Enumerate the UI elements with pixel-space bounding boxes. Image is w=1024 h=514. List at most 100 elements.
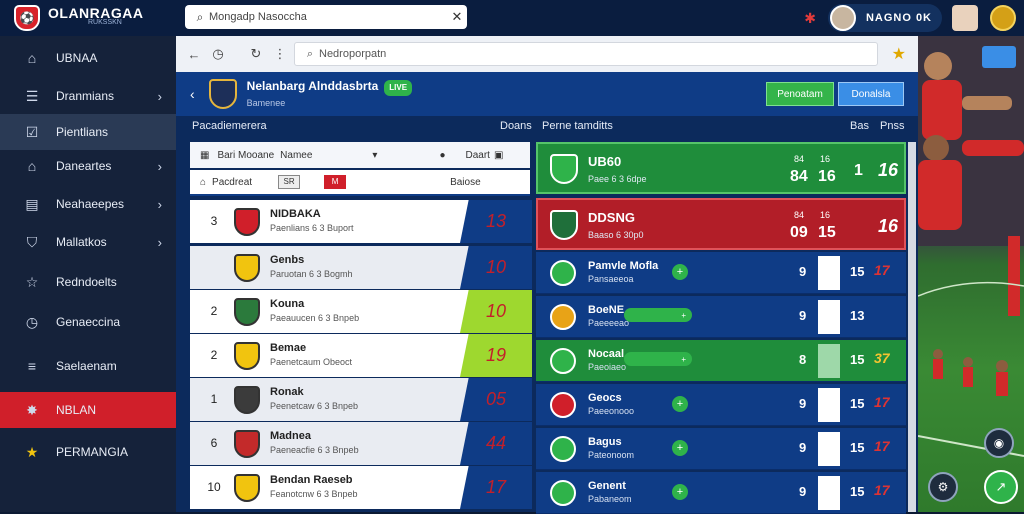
team-rank: 1	[210, 392, 218, 406]
filter-chip-red[interactable]: M	[324, 175, 347, 189]
table-row[interactable]: Genbs Paruotan 6 3 Bogmh 10	[190, 246, 532, 289]
card-team-info: Baaso 6 30p0	[588, 230, 644, 240]
list-item[interactable]: Genent Pabaneom +9 15 17	[536, 472, 906, 514]
sidebar-item-4[interactable]: ▤ Neahaeepes ›	[0, 186, 176, 222]
profile-avatar[interactable]	[952, 5, 978, 31]
sidebar-item-8[interactable]: ≡ Saelaenam	[0, 348, 176, 384]
scrollbar[interactable]	[908, 142, 916, 512]
address-input[interactable]: Nedroporpatn	[319, 48, 387, 60]
fixture-stat-1: 9	[799, 440, 807, 455]
user-name: NAGNO 0K	[865, 12, 932, 24]
table-row[interactable]: 3 NIDBAKA Paenlians 6 3 Buport 13	[190, 200, 532, 243]
sidebar-item-0[interactable]: ⌂ UBNAA	[0, 40, 176, 76]
fixture-info: Paeeeeao	[588, 318, 630, 328]
team-badge-icon	[234, 254, 260, 282]
share-icon[interactable]: ↗	[984, 470, 1018, 504]
search-icon: ⌕	[306, 47, 314, 60]
table-row[interactable]: 1 Ronak Peenetcaw 6 3 Bnpeb 05	[190, 378, 532, 421]
sidebar-item-2[interactable]: ☑ Pientlians	[0, 114, 176, 150]
team-badge-icon	[550, 210, 578, 240]
card-stat-3: 1	[854, 162, 863, 179]
sidebar-item-6[interactable]: ☆ Redndoelts	[0, 264, 176, 300]
table-row[interactable]: 10 Bendan Raeseb Feanotcnw 6 3 Bnpeb 17	[190, 466, 532, 509]
details-button[interactable]: Donalsla	[838, 82, 904, 106]
shield-icon: ⛉	[26, 233, 38, 250]
sidebar-item-label: Dranmians	[56, 89, 115, 103]
list-item[interactable]: BoeNE Paeeeeao +9 13	[536, 296, 906, 338]
fixture-stat-2: 15	[850, 440, 865, 455]
list-item[interactable]: Pamvle Mofla Pansaeeoa +9 15 17	[536, 252, 906, 294]
home-icon: ⌂	[200, 176, 207, 188]
filter2-label: Pacdreat	[212, 176, 253, 188]
team-name: Ronak	[270, 386, 304, 398]
fixtures-column-header-1: Bas	[850, 120, 869, 132]
dropdown-icon[interactable]: ▾	[372, 149, 378, 161]
follow-button[interactable]: Penoatam	[766, 82, 834, 106]
fixture-info: Paeeonooo	[588, 406, 635, 416]
add-icon[interactable]: +	[672, 264, 688, 280]
team-name: Bemae	[270, 342, 307, 354]
photo-action-button[interactable]	[982, 46, 1016, 68]
filter2-right[interactable]: Baiose	[450, 176, 481, 188]
back-chevron-icon[interactable]: ‹	[190, 86, 195, 102]
filter-right[interactable]: Daart	[465, 149, 490, 161]
featured-match-card[interactable]: DDSNG Baaso 6 30p0 84 16 09 15 16	[536, 198, 906, 250]
list-item[interactable]: Nocaal Paeoiaeo +8 15 37	[536, 340, 906, 382]
list-item[interactable]: Geocs Paeeonooo +9 15 17	[536, 384, 906, 426]
back-arrow-icon[interactable]: ←	[187, 46, 201, 62]
add-icon[interactable]: +	[672, 484, 688, 500]
sidebar-item-7[interactable]: ◷ Genaeccina	[0, 304, 176, 340]
sidebar-item-label: Genaeccina	[56, 315, 121, 329]
search-icon: ⌕	[196, 9, 204, 24]
search-bar[interactable]: ⌕ Mongadp Nasoccha ✕	[185, 5, 467, 29]
close-icon[interactable]: ✕	[451, 9, 463, 24]
list-item[interactable]: Bagus Pateonoom +9 15 17	[536, 428, 906, 470]
add-icon[interactable]: +	[672, 440, 688, 456]
card-stat-2: 16	[818, 168, 836, 185]
team-name: NIDBAKA	[270, 208, 321, 220]
table-row[interactable]: 2 Bemae Paenetcaum Obeoct 19	[190, 334, 532, 377]
info-icon[interactable]: ●	[439, 149, 446, 161]
favorite-star-icon[interactable]: ★	[891, 46, 906, 63]
add-icon[interactable]: +	[672, 396, 688, 412]
camera-icon[interactable]: ◉	[984, 428, 1014, 458]
stat-bar	[818, 344, 840, 378]
card-stat-2: 15	[818, 224, 836, 241]
more-icon[interactable]: ⋮	[273, 46, 287, 61]
menu-icon: ≡	[27, 358, 37, 374]
history-icon[interactable]: ◷	[212, 46, 224, 61]
team-points: 05	[460, 378, 532, 421]
notification-icon[interactable]: ✱	[804, 9, 816, 26]
table-row[interactable]: 6 Madnea Paeneacfie 6 3 Bnpeb 44	[190, 422, 532, 465]
add-icon[interactable]: +	[624, 352, 692, 366]
sidebar-item-9[interactable]: ✸ NBLAN	[0, 392, 176, 428]
sidebar-item-label: Neahaeepes	[56, 197, 125, 211]
filter-row[interactable]: ▦ Bari Mooane Namee ▾ ● Daart ▣	[190, 142, 530, 168]
sort-icon[interactable]: ▣	[493, 149, 504, 161]
featured-match-card[interactable]: UB60 Paee 6 3 6dpe 84 16 84 16 1 16	[536, 142, 906, 194]
table-row[interactable]: 2 Kouna Paeauucen 6 3 Bnpeb 10	[190, 290, 532, 333]
stat-bar	[818, 432, 840, 466]
search-input[interactable]: Mongadp Nasoccha	[209, 11, 307, 23]
add-icon[interactable]: +	[624, 308, 692, 322]
sidebar: ⌂ UBNAA ☰ Dranmians › ☑ Pientlians ⌂ Daneartes › ▤…	[0, 36, 176, 512]
fixture-stat-2: 15	[850, 352, 865, 367]
stat-bar	[818, 256, 840, 290]
settings-icon[interactable]: ⚙	[928, 472, 958, 502]
filter-row-2[interactable]: ⌂ Pacdreat SR M Baiose	[190, 170, 530, 196]
user-menu[interactable]: NAGNO 0K	[827, 4, 942, 32]
coin-icon[interactable]	[990, 5, 1016, 31]
address-bar[interactable]: ⌕ Nedroporpatn	[294, 42, 878, 66]
stat-bar	[818, 476, 840, 510]
live-badge: LIVE	[384, 79, 413, 96]
sidebar-item-3[interactable]: ⌂ Daneartes ›	[0, 148, 176, 184]
sidebar-item-10[interactable]: ★ PERMANGIA	[0, 434, 176, 470]
app-logo[interactable]: ⚽ OLANRAGAA RUKSSKN	[14, 5, 174, 31]
sidebar-item-1[interactable]: ☰ Dranmians ›	[0, 78, 176, 114]
filter-chip[interactable]: SR	[278, 175, 301, 189]
sidebar-item-5[interactable]: ⛉ Mallatkos ›	[0, 224, 176, 260]
fixture-info: Pabaneom	[588, 494, 632, 504]
fixture-stat-1: 8	[799, 352, 807, 367]
calendar-icon: ▦	[200, 149, 210, 161]
reload-icon[interactable]: ↻	[250, 46, 262, 61]
